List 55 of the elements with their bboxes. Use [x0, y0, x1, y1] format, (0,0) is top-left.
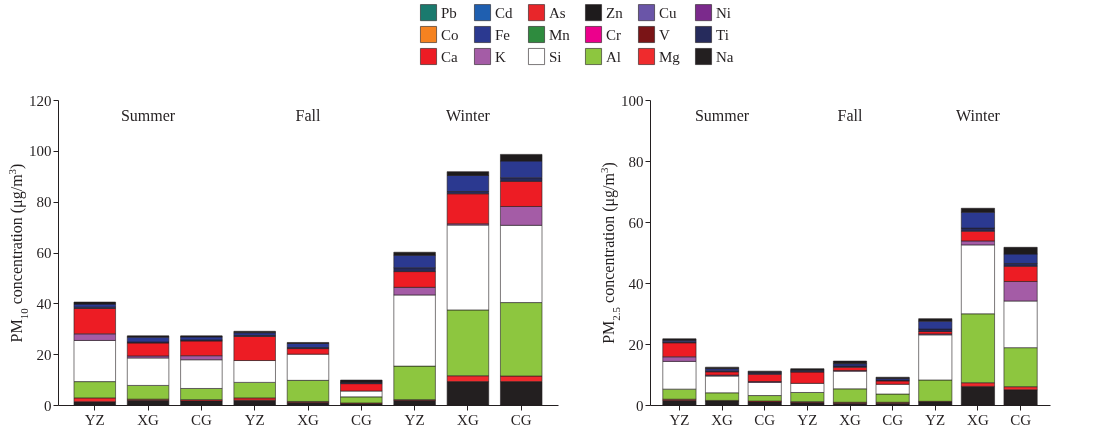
y-tick-label: 0 [636, 397, 644, 414]
legend-label: Ni [716, 4, 731, 21]
x-tick-label: XG [711, 411, 734, 428]
x-tick-label: CG [190, 411, 212, 428]
legend-label: Na [716, 48, 734, 65]
y-tick-label: 0 [44, 397, 52, 414]
y-tick-label: 80 [36, 194, 52, 211]
y-tick-label: 20 [36, 346, 52, 363]
x-tick-label: CG [882, 411, 904, 428]
annotation: Fall [837, 107, 863, 124]
y-tick-label: 60 [628, 214, 644, 231]
legend-label: Ti [716, 26, 729, 43]
x-tick-label: XG [457, 411, 479, 428]
y-tick-label: 40 [36, 295, 52, 312]
legend-label: Fe [495, 26, 511, 43]
legend-label: Cd [495, 4, 513, 21]
legend-label: Si [549, 48, 562, 65]
x-tick-label: CG [754, 411, 776, 428]
legend-label: Ca [441, 48, 458, 65]
legend-label: K [495, 48, 506, 65]
y-tick-label: 20 [628, 336, 644, 353]
legend-label: As [549, 4, 566, 21]
x-tick-label: YZ [797, 411, 818, 428]
legend-label: Pb [441, 4, 457, 21]
x-tick-label: YZ [84, 411, 105, 428]
x-tick-label: CG [510, 411, 532, 428]
legend-label: Cu [659, 4, 677, 21]
x-tick-label: YZ [244, 411, 265, 428]
legend-label: Co [441, 26, 459, 43]
x-tick-label: XG [297, 411, 319, 428]
x-tick-label: XG [967, 411, 989, 428]
y-tick-label: 80 [628, 153, 644, 170]
y-tick-label: 120 [29, 92, 52, 109]
x-tick-label: YZ [669, 411, 690, 428]
legend-label: V [659, 26, 670, 43]
legend-label: Mg [659, 48, 681, 65]
x-tick-label: YZ [925, 411, 946, 428]
legend-label: Al [606, 48, 621, 65]
legend-label: Mn [549, 26, 571, 43]
legend-label: Cr [606, 26, 621, 43]
y-tick-label: 100 [29, 143, 52, 160]
x-tick-label: CG [350, 411, 372, 428]
annotation: Summer [694, 107, 750, 124]
x-tick-label: XG [137, 411, 160, 428]
x-tick-label: CG [1010, 411, 1032, 428]
y-tick-label: 100 [621, 92, 644, 109]
annotation: Fall [295, 107, 321, 124]
annotation: Winter [956, 107, 1001, 124]
x-tick-label: YZ [404, 411, 425, 428]
y-tick-label: 60 [36, 245, 52, 261]
y-tick-label: 40 [628, 275, 644, 292]
x-tick-label: XG [839, 411, 861, 428]
annotation: Summer [120, 107, 176, 124]
legend-label: Zn [606, 4, 624, 21]
annotation: Winter [446, 107, 491, 124]
